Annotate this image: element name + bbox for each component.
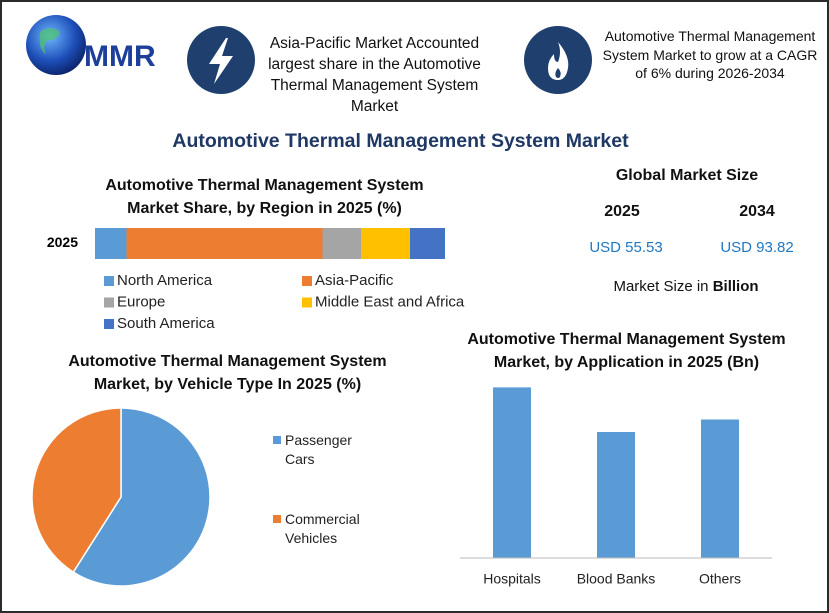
icon-bolt — [209, 38, 233, 84]
bar — [701, 419, 739, 558]
legend-label: Commercial Vehicles — [285, 511, 360, 546]
logo-land — [39, 28, 60, 54]
bar-segment — [322, 228, 361, 259]
logo-text: MMR — [84, 40, 156, 73]
x-tick-label: Hospitals — [483, 571, 541, 587]
year: 2034 — [739, 203, 775, 220]
icon-flame-core — [555, 68, 561, 78]
bar — [597, 432, 635, 558]
note-unit: Billion — [712, 278, 759, 295]
legend-swatch — [104, 319, 114, 329]
fact-text: Automotive Thermal Management System Mar… — [602, 28, 818, 81]
icon-flame — [548, 42, 569, 80]
legend-label: South America — [117, 315, 215, 332]
bar — [493, 387, 531, 558]
legend-label: North America — [117, 272, 213, 289]
chart-title: Automotive Thermal Management System Mar… — [105, 177, 424, 217]
market-value: USD 55.53 — [589, 239, 663, 256]
legend-swatch — [273, 436, 281, 444]
legend-swatch — [302, 297, 312, 308]
year: 2025 — [604, 203, 640, 220]
legend-label: Europe — [117, 293, 165, 310]
y-tick-label: 2025 — [47, 234, 78, 250]
market-note: Market Size in Billion — [586, 278, 786, 295]
bar-segment — [410, 228, 445, 259]
legend-label: Asia-Pacific — [315, 272, 394, 289]
x-tick-label: Blood Banks — [577, 571, 656, 587]
note-text: Market Size in — [613, 278, 709, 295]
chart-title: Automotive Thermal Management System Mar… — [467, 331, 786, 371]
legend-label: Middle East and Africa — [315, 293, 465, 310]
pie-slice — [31, 407, 122, 574]
bar-segment — [361, 228, 410, 259]
chart-title: Automotive Thermal Management System Mar… — [68, 353, 387, 393]
legend-swatch — [104, 276, 114, 286]
market-size-title: Global Market Size — [615, 167, 759, 184]
pie-slice — [72, 407, 211, 587]
legend-swatch — [273, 515, 281, 523]
legend-label: Passenger Cars — [285, 432, 352, 467]
market-value: USD 93.82 — [720, 239, 794, 256]
logo-globe — [26, 15, 86, 75]
legend-swatch — [302, 276, 312, 286]
legend-swatch — [104, 297, 114, 308]
bar-segment — [95, 228, 127, 259]
fact-text: Asia-Pacific Market Accounted largest sh… — [268, 35, 481, 115]
x-tick-label: Others — [699, 571, 741, 587]
main-title: Automotive Thermal Management System Mar… — [172, 130, 629, 152]
icon-flame-bg — [524, 26, 592, 94]
bar-segment — [126, 228, 323, 259]
